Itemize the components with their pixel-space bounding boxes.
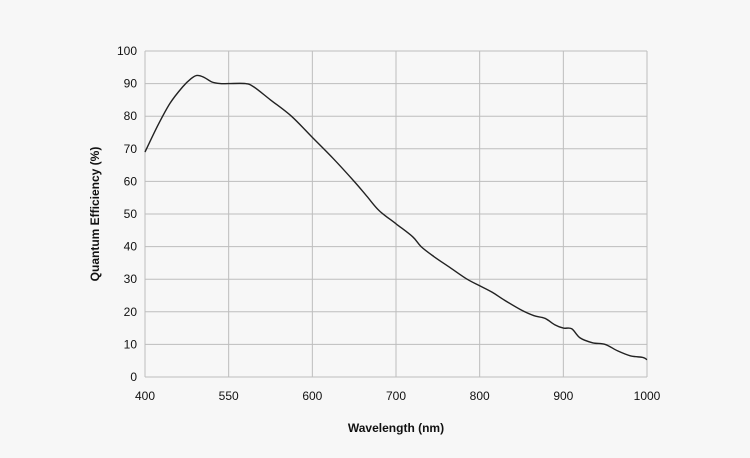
- qe-curve: [144, 74, 648, 361]
- x-tick-label: 1000: [634, 389, 661, 403]
- y-tick-label: 50: [124, 207, 138, 221]
- x-tick-label: 900: [553, 389, 573, 403]
- y-tick-label: 70: [124, 142, 138, 156]
- y-tick-label: 100: [117, 44, 137, 58]
- x-tick-label: 700: [386, 389, 406, 403]
- y-tick-label: 20: [124, 305, 138, 319]
- x-tick-label: 400: [135, 389, 155, 403]
- y-tick-label: 60: [124, 174, 138, 188]
- y-tick-label: 0: [130, 370, 137, 384]
- x-axis-label: Wavelength (nm): [348, 421, 444, 435]
- y-tick-label: 10: [124, 337, 138, 351]
- x-tick-label: 600: [302, 389, 322, 403]
- x-tick-label: 550: [219, 389, 239, 403]
- y-axis-label: Quantum Efficiency (%): [88, 147, 102, 282]
- y-tick-label: 30: [124, 272, 138, 286]
- y-tick-label: 90: [124, 77, 138, 91]
- y-tick-label: 80: [124, 109, 138, 123]
- y-tick-label: 40: [124, 240, 138, 254]
- x-tick-label: 800: [470, 389, 490, 403]
